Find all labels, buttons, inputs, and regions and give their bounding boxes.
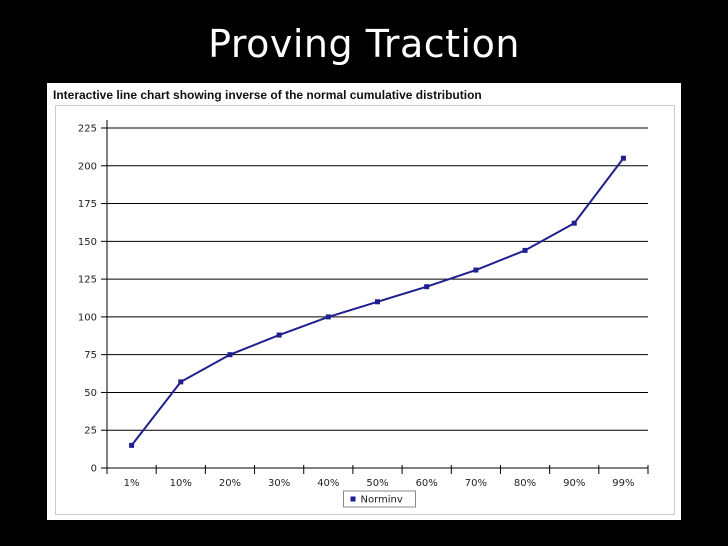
- legend-label: Norminv: [361, 495, 403, 506]
- data-point: [129, 442, 135, 448]
- y-tick-label: 225: [78, 124, 97, 135]
- data-point: [571, 220, 577, 226]
- y-tick-label: 75: [84, 350, 97, 361]
- legend-marker: [350, 496, 356, 502]
- y-tick-label: 150: [78, 237, 97, 248]
- x-tick-label: 10%: [170, 478, 192, 489]
- x-tick-label: 80%: [514, 478, 536, 489]
- plot-frame: [55, 105, 675, 515]
- y-tick-label: 25: [84, 426, 97, 437]
- data-point: [424, 284, 430, 290]
- x-tick-label: 60%: [416, 478, 438, 489]
- x-tick-label: 1%: [124, 478, 140, 489]
- y-tick-label: 125: [78, 275, 97, 286]
- data-point: [522, 247, 528, 253]
- y-tick-label: 200: [78, 161, 97, 172]
- x-tick-label: 20%: [219, 478, 241, 489]
- legend-box: [343, 490, 416, 508]
- data-point: [375, 299, 380, 305]
- x-tick-label: 50%: [366, 478, 388, 489]
- y-tick-label: 100: [78, 312, 97, 323]
- line-chart: 0 25 50 75 100 125 150 175 200 225 1% 10% 20% 30% 40% 5…: [78, 120, 649, 508]
- x-tick-label: 40%: [317, 478, 339, 489]
- x-tick-label: 30%: [268, 478, 290, 489]
- chart-title: Interactive line chart showing inverse o…: [53, 88, 482, 102]
- y-tick-label: 175: [78, 199, 97, 210]
- y-tick-label: 0: [91, 464, 97, 475]
- x-tick-label: 70%: [465, 478, 487, 489]
- x-tick-label: 90%: [563, 478, 585, 489]
- data-point: [620, 155, 626, 161]
- chart-panel: Interactive line chart showing inverse o…: [47, 83, 681, 520]
- y-tick-label: 50: [84, 388, 97, 399]
- data-point: [178, 379, 184, 385]
- data-point: [276, 332, 282, 338]
- data-point: [325, 314, 331, 320]
- slide-title: Proving Traction: [208, 22, 520, 66]
- data-point: [227, 352, 233, 358]
- data-point: [473, 267, 479, 273]
- x-tick-label: 99%: [612, 478, 634, 489]
